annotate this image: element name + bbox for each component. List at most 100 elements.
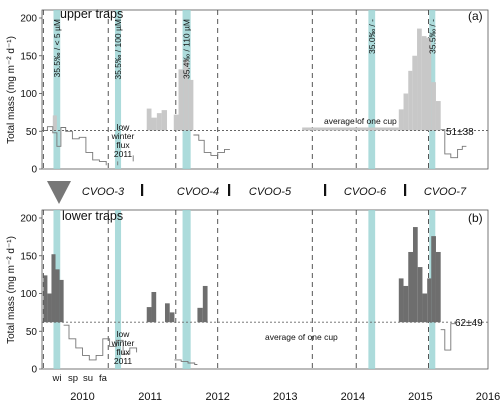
a-ytick-label-2: 100	[20, 89, 37, 100]
a-low-label: low	[117, 122, 131, 132]
a-highlight-label-0: 35.5‰ / < 5 µM	[52, 19, 62, 78]
b-ytick-label-2: 100	[20, 289, 37, 300]
deployment-label-2: CVOO-5	[249, 186, 292, 198]
year-labels: 2010 2011 2012 2013 2014 2015 2016	[70, 391, 500, 403]
a-winter-label: winter	[111, 131, 135, 141]
deployment-labels: CVOO-3 CVOO-4 CVOO-5 CVOO-6 CVOO-7	[82, 184, 467, 198]
b-bar-5	[146, 307, 152, 323]
a-step-line	[43, 126, 467, 166]
a-flux-label: flux	[116, 140, 130, 150]
b-bar-1	[47, 293, 52, 323]
b-low-winter-flux: low winter flux 2011	[111, 329, 135, 366]
a-highlight-band-0	[53, 10, 61, 169]
a-bar-11	[408, 70, 413, 131]
a-ytick-label-1: 50	[26, 127, 38, 138]
year-label-2010: 2010	[70, 391, 94, 403]
a-highlight-band-3	[368, 10, 376, 169]
b-bar-9	[197, 307, 203, 323]
season-label-fa: fa	[99, 373, 108, 384]
b-bar-12	[403, 285, 409, 323]
a-bar-9	[398, 109, 404, 131]
b-bar-4	[59, 279, 64, 323]
b-ytick-label-3: 150	[20, 251, 37, 262]
a-highlight-label-4: 35.5‰ / -	[427, 19, 437, 54]
b-y-axis-label: Total mass (mg m⁻² d⁻¹)	[6, 236, 17, 344]
b-bar-6	[151, 291, 157, 323]
deployment-row: CVOO-3 CVOO-4 CVOO-5 CVOO-6 CVOO-7	[47, 181, 467, 204]
a-bar-3	[156, 113, 162, 131]
a-highlight-band-1	[114, 10, 122, 169]
b-bar-18	[431, 236, 436, 323]
a-bar-10	[403, 93, 409, 131]
b-panel-letter: (b)	[468, 211, 483, 225]
season-labels: wi sp su fa	[52, 373, 108, 384]
a-bar-13	[417, 28, 422, 131]
a-y-ticks: 0 50 100 150 200	[20, 14, 42, 176]
a-bar-16	[431, 82, 436, 131]
a-bar-14	[421, 36, 427, 131]
a-highlight-bands	[53, 10, 436, 169]
panel-a-frame	[41, 9, 489, 170]
b-bar-16	[422, 293, 428, 323]
b-bar-8	[169, 312, 175, 323]
a-bar-4	[161, 110, 168, 131]
a-bar-2	[151, 117, 157, 131]
b-average-value: 62±49	[455, 318, 483, 329]
b-bars	[43, 227, 441, 323]
b-bar-19	[435, 251, 441, 323]
a-ytick-label-0: 0	[31, 165, 37, 176]
a-bar-1	[146, 108, 152, 131]
a-panel-letter: (a)	[468, 9, 483, 23]
b-average-of-one-cup-label: average of one cup	[265, 332, 338, 342]
year-label-2011: 2011	[138, 391, 162, 403]
b-bar-15	[417, 267, 423, 323]
a-highlight-label-2: 35.4‰ / 110 µM	[182, 19, 192, 79]
panel-b-frame	[41, 209, 489, 370]
b-bar-14	[412, 227, 418, 323]
a-bar-12	[412, 55, 418, 131]
deployment-separator-2	[324, 184, 327, 196]
a-bar-5	[173, 114, 179, 131]
deployment-separator-0	[141, 184, 144, 196]
deployment-label-0: CVOO-3	[82, 186, 125, 198]
b-highlight-band-1	[114, 210, 122, 369]
a-ytick-label-3: 150	[20, 51, 37, 62]
a-bars	[52, 28, 441, 131]
a-y-axis-label: Total mass (mg m⁻² d⁻¹)	[6, 36, 17, 144]
year-label-2013: 2013	[273, 391, 297, 403]
a-highlight-label-3: 35.0‰ / -	[367, 19, 377, 54]
b-highlight-band-2	[182, 210, 191, 369]
a-low-winter-flux: low winter flux 2011	[111, 122, 135, 159]
year-label-2016: 2016	[476, 391, 500, 403]
b-highlight-band-3	[368, 210, 376, 369]
b-bar-0	[43, 275, 48, 323]
a-bar-0	[52, 115, 57, 131]
a-ytick-label-4: 200	[20, 14, 37, 25]
b-bar-3	[55, 269, 60, 323]
year-label-2012: 2012	[205, 391, 229, 403]
b-bar-2	[51, 254, 56, 323]
b-low-label: low	[117, 329, 131, 339]
a-highlight-label-1: 35.5‰ / 100 µM	[113, 19, 123, 80]
deployment-label-3: CVOO-6	[344, 186, 387, 198]
b-flux-label: flux	[116, 347, 130, 357]
year-label-2015: 2015	[408, 391, 432, 403]
season-label-wi: wi	[52, 373, 62, 384]
b-bar-11	[398, 278, 404, 323]
a-bar-17	[435, 101, 441, 131]
b-year-label: 2011	[114, 356, 133, 366]
year-label-2014: 2014	[341, 391, 365, 403]
season-label-su: su	[83, 373, 93, 384]
b-ytick-label-0: 0	[31, 365, 37, 376]
a-bar-7	[183, 59, 189, 131]
b-winter-label: winter	[111, 338, 135, 348]
a-year-label: 2011	[114, 149, 133, 159]
a-bar-15	[426, 37, 432, 131]
b-bar-17	[427, 278, 432, 323]
a-title: upper traps	[60, 7, 123, 21]
season-label-sp: sp	[68, 373, 78, 384]
a-average-value: 51±38	[446, 127, 474, 138]
deployment-separator-3	[404, 184, 407, 196]
a-bar-8	[188, 79, 194, 131]
